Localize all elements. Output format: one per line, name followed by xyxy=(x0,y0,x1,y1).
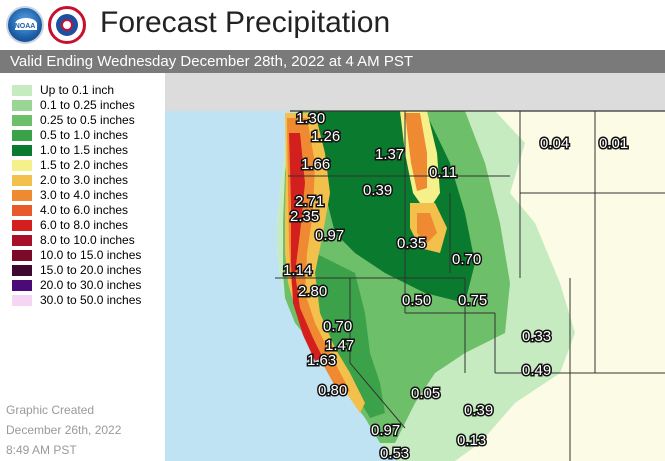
legend-label: 2.0 to 3.0 inches xyxy=(40,173,129,187)
precip-value-label: 0.49 xyxy=(522,362,551,379)
legend-swatch xyxy=(12,235,32,246)
legend-label: 0.25 to 0.5 inches xyxy=(40,113,135,127)
legend-label: 4.0 to 6.0 inches xyxy=(40,203,129,217)
precip-value-label: 0.35 xyxy=(397,235,426,252)
valid-time-text: Valid Ending Wednesday December 28th, 20… xyxy=(10,53,414,70)
precip-value-label: 0.53 xyxy=(380,445,409,461)
legend-swatch xyxy=(12,295,32,306)
precip-value-label: 0.75 xyxy=(458,292,487,309)
legend-swatch xyxy=(12,190,32,201)
legend-label: 20.0 to 30.0 inches xyxy=(40,278,142,292)
precip-value-label: 2.80 xyxy=(298,283,327,300)
nws-storm-icon xyxy=(61,19,73,31)
legend-swatch xyxy=(12,175,32,186)
legend-label: 3.0 to 4.0 inches xyxy=(40,188,129,202)
legend-swatch xyxy=(12,205,32,216)
legend-swatch xyxy=(12,100,32,111)
cascades-orange xyxy=(405,113,427,191)
precip-value-label: 0.50 xyxy=(402,292,431,309)
graphic-created: Graphic Created December 26th, 2022 8:49… xyxy=(6,400,121,460)
legend-swatch xyxy=(12,115,32,126)
precip-value-label: 1.14 xyxy=(283,262,312,279)
header: NOAA Forecast Precipitation xyxy=(0,0,665,50)
precip-value-label: 2.71 xyxy=(295,193,324,210)
precip-value-label: 1.26 xyxy=(311,128,340,145)
precip-value-label: 0.05 xyxy=(411,385,440,402)
precip-value-label: 0.97 xyxy=(371,422,400,439)
idaho-orange xyxy=(417,213,437,243)
precip-value-label: 0.13 xyxy=(457,432,486,449)
precip-value-labels: 1.301.26 1.66 1.37 0.04 0.01 0.11 0.39 2.712.35… xyxy=(282,109,630,461)
legend-label: 6.0 to 8.0 inches xyxy=(40,218,129,232)
sierra-green xyxy=(310,253,385,418)
legend-swatch xyxy=(12,160,32,171)
legend-swatch xyxy=(12,220,32,231)
created-line-1: Graphic Created xyxy=(6,403,95,417)
legend-swatch xyxy=(12,85,32,96)
noaa-bird-icon xyxy=(15,18,37,30)
precip-value-label: 0.39 xyxy=(363,182,392,199)
canada-region xyxy=(165,73,665,111)
nws-logo xyxy=(48,6,86,44)
precip-value-label: 1.37 xyxy=(375,146,404,163)
precip-value-label: 0.11 xyxy=(429,164,457,181)
legend-label: 8.0 to 10.0 inches xyxy=(40,233,135,247)
legend-label: 10.0 to 15.0 inches xyxy=(40,248,142,262)
precip-value-label: 1.47 xyxy=(325,337,354,354)
precip-value-label: 0.04 xyxy=(540,135,569,152)
legend-label: 1.5 to 2.0 inches xyxy=(40,158,129,172)
valid-time-bar: Valid Ending Wednesday December 28th, 20… xyxy=(0,50,665,73)
legend-label: 1.0 to 1.5 inches xyxy=(40,143,129,157)
precip-value-label: 0.97 xyxy=(315,227,344,244)
coastal-red xyxy=(289,133,323,361)
noaa-logo-text: NOAA xyxy=(14,23,36,30)
legend-swatch xyxy=(12,265,32,276)
legend-label: 15.0 to 20.0 inches xyxy=(40,263,142,277)
page-title: Forecast Precipitation xyxy=(100,6,391,39)
precip-value-label: 0.01 xyxy=(599,135,628,152)
noaa-logo: NOAA xyxy=(6,6,44,44)
precip-value-label: 1.66 xyxy=(301,156,330,173)
legend-swatch xyxy=(12,130,32,141)
state-borders xyxy=(275,111,665,461)
legend-label: 0.5 to 1.0 inches xyxy=(40,128,129,142)
precipitation-map: 1.301.26 1.66 1.37 0.04 0.01 0.11 0.39 2.712.35… xyxy=(165,73,665,461)
precip-value-label: 1.63 xyxy=(307,352,336,369)
created-line-2: December 26th, 2022 xyxy=(6,423,122,437)
legend-label: Up to 0.1 inch xyxy=(40,83,115,97)
precip-value-label: 0.33 xyxy=(522,328,551,345)
precip-value-label: 1.30 xyxy=(296,110,325,127)
precip-value-label: 0.80 xyxy=(318,382,347,399)
precip-value-label: 0.70 xyxy=(323,318,352,335)
legend-swatch xyxy=(12,250,32,261)
precip-value-label: 2.35 xyxy=(290,208,319,225)
precip-value-label: 0.39 xyxy=(464,402,493,419)
created-line-3: 8:49 AM PST xyxy=(6,443,77,457)
legend-swatch xyxy=(12,280,32,291)
legend-label: 30.0 to 50.0 inches xyxy=(40,293,142,307)
precip-value-label: 0.70 xyxy=(452,251,481,268)
legend-label: 0.1 to 0.25 inches xyxy=(40,98,135,112)
legend-swatch xyxy=(12,145,32,156)
